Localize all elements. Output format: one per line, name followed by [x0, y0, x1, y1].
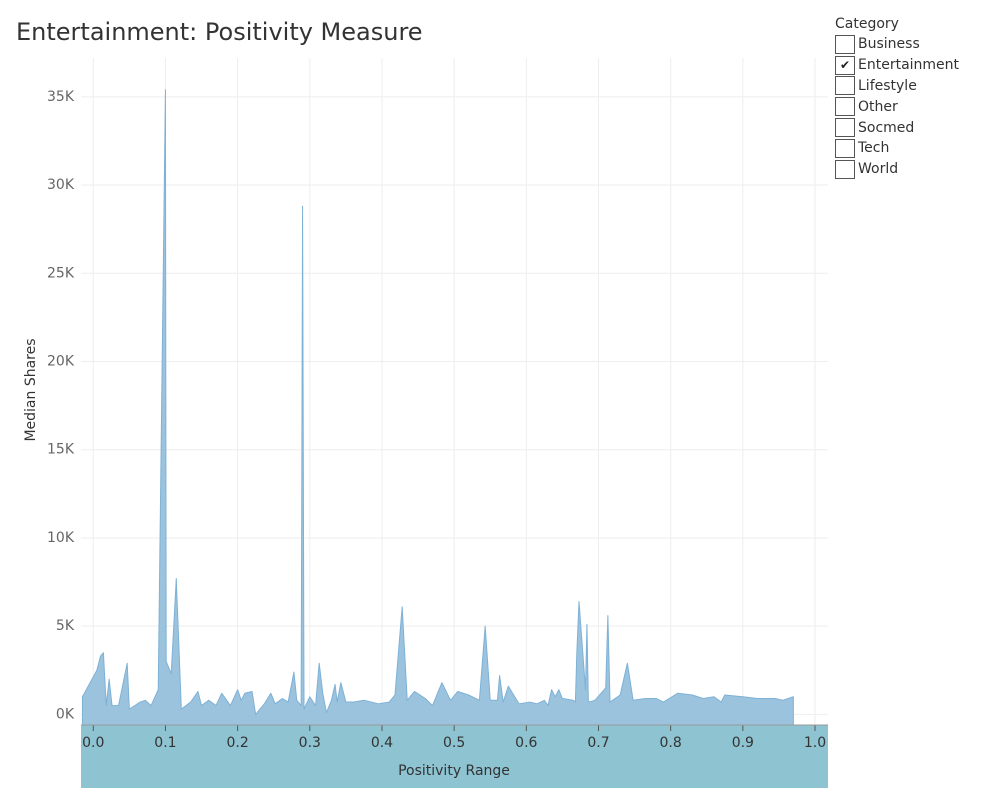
checkbox[interactable] — [835, 76, 855, 96]
area — [81, 89, 794, 726]
x-tick-label: 0.8 — [660, 735, 682, 751]
checkbox[interactable] — [835, 118, 855, 138]
filter-option[interactable]: Other — [835, 96, 995, 117]
option-label: Tech — [858, 140, 890, 157]
checkbox[interactable] — [835, 97, 855, 117]
option-label: Business — [858, 36, 920, 53]
x-tick-label: 0.4 — [371, 735, 393, 751]
y-tick-label: 30K — [47, 177, 75, 193]
checkbox[interactable] — [835, 34, 855, 54]
y-tick-label: 10K — [47, 530, 75, 546]
x-axis-title: Positivity Range — [398, 763, 510, 779]
y-axis-title: Median Shares — [23, 338, 39, 441]
x-tick-label: 0.9 — [732, 735, 754, 751]
option-label: Entertainment — [858, 57, 960, 74]
y-tick-label: 15K — [47, 442, 75, 458]
option-label: Socmed — [858, 119, 915, 136]
chart-title: Entertainment: Positivity Measure — [16, 18, 423, 46]
filter-option[interactable]: Lifestyle — [835, 76, 995, 97]
y-tick-label: 0K — [56, 706, 75, 722]
x-tick-label: 0.2 — [226, 735, 248, 751]
checkbox[interactable] — [835, 159, 855, 179]
filter-option[interactable]: ✔ Entertainment — [835, 55, 995, 76]
x-tick-label: 1.0 — [804, 735, 826, 751]
filter-option[interactable]: Socmed — [835, 117, 995, 138]
y-tick-label: 5K — [56, 618, 75, 634]
y-tick-label: 25K — [47, 265, 75, 281]
checkbox[interactable]: ✔ — [835, 55, 855, 75]
filter-option[interactable]: Business — [835, 34, 995, 55]
chart: Entertainment: Positivity Measure Median… — [16, 18, 828, 788]
x-tick-label: 0.6 — [515, 735, 537, 751]
y-tick-label: 35K — [47, 89, 75, 105]
option-label: Lifestyle — [858, 77, 917, 94]
option-label: Other — [858, 98, 898, 115]
x-tick-label: 0.3 — [299, 735, 321, 751]
category-filter: Category Business ✔ Entertainment Lifestyle… — [835, 14, 995, 180]
x-tick-label: 0.5 — [443, 735, 465, 751]
y-tick-label: 20K — [47, 354, 75, 370]
filter-option[interactable]: Tech — [835, 138, 995, 159]
checkbox[interactable] — [835, 138, 855, 158]
x-tick-label: 0.1 — [154, 735, 176, 751]
filter-title: Category — [835, 16, 899, 32]
x-axis-band — [81, 725, 828, 788]
filter-option[interactable]: World — [835, 159, 995, 180]
x-tick-label: 0.0 — [82, 735, 104, 751]
x-tick-label: 0.7 — [587, 735, 609, 751]
option-label: World — [858, 161, 899, 178]
